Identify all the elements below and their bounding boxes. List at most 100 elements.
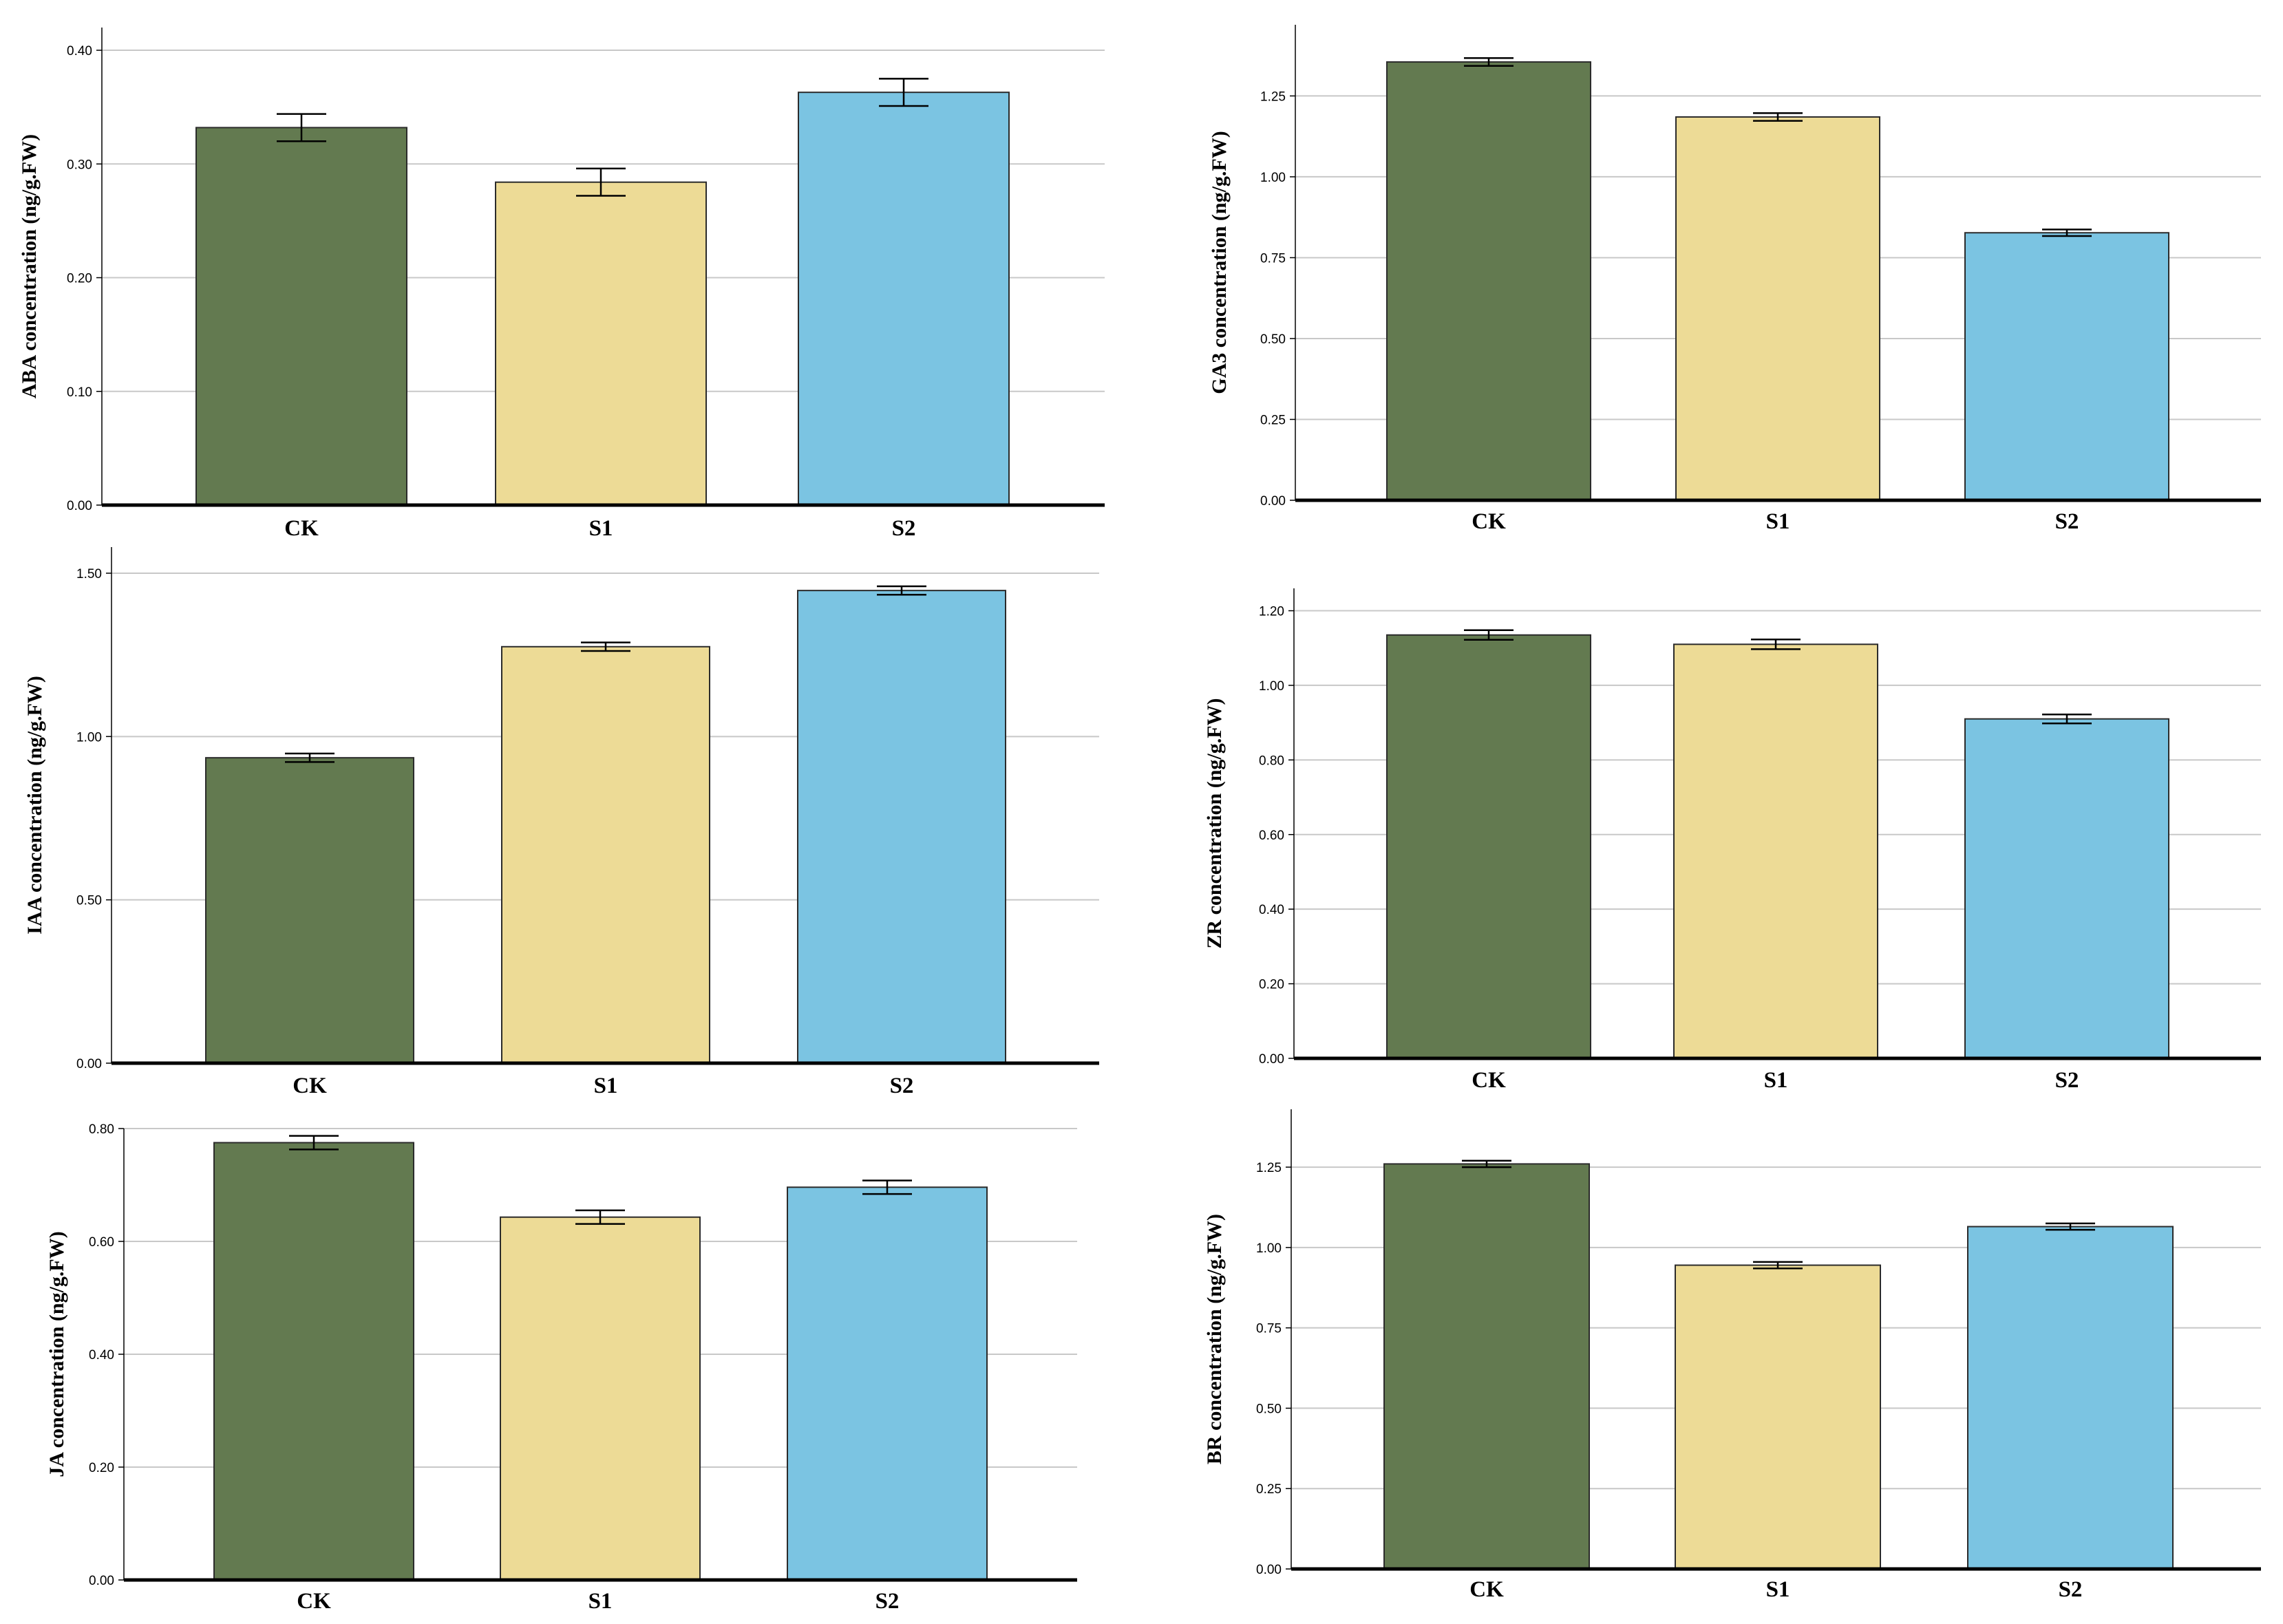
ja-y-tick-label: 0.80 (89, 1122, 114, 1137)
br-errorbar-s1 (1753, 1261, 1803, 1270)
ja-y-axis-title: JA concentration (ng/g.FW) (45, 1231, 68, 1477)
aba-bar-ck (195, 127, 407, 506)
ja-y-tick-label: 0.00 (89, 1574, 114, 1588)
zr-y-tick-label: 1.20 (1259, 605, 1284, 619)
ga3-y-tick-label: 1.25 (1260, 89, 1286, 104)
zr-y-tick-label: 0.20 (1259, 978, 1284, 992)
aba-bar-s2 (798, 92, 1010, 506)
br-errorbar-ck (1462, 1160, 1511, 1168)
br-y-tick-label: 0.00 (1256, 1563, 1282, 1577)
aba-category-label: S2 (892, 516, 916, 541)
br-y-tick-label: 1.25 (1256, 1161, 1282, 1175)
zr-y-tick-label: 0.80 (1259, 754, 1284, 768)
ga3-chart: 0.00 0.25 0.50 0.75 1.00 1.25 CK S1 S2 GA3 concen… (1208, 25, 2261, 534)
iaa-category-label: CK (293, 1073, 327, 1098)
zr-bar-s2 (1964, 718, 2169, 1059)
zr-y-tick-label: 0.00 (1259, 1052, 1284, 1067)
ga3-y-tick-label: 0.00 (1260, 494, 1286, 509)
br-category-label: S1 (1766, 1577, 1790, 1602)
zr-category-label: S2 (2055, 1068, 2079, 1093)
ga3-y-tick-label: 0.25 (1260, 413, 1286, 427)
ga3-errorbar-ck (1464, 57, 1514, 67)
ja-y-tick-label: 0.40 (89, 1348, 114, 1363)
aba-errorbar-s2 (879, 78, 928, 107)
iaa-errorbar-ck (285, 752, 335, 763)
br-y-tick-label: 0.25 (1256, 1482, 1282, 1497)
aba-errorbar-ck (277, 113, 326, 142)
aba-chart: 0.00 0.10 0.20 0.30 0.40 CK S1 S2 ABA concentrat… (18, 28, 1105, 541)
aba-y-axis-title: ABA concentration (ng/g.FW) (18, 134, 41, 398)
ja-category-label: S1 (588, 1589, 613, 1614)
aba-y-tick-label: 0.20 (67, 272, 92, 286)
aba-errorbar-s1 (576, 167, 626, 197)
aba-category-label: CK (284, 516, 319, 541)
ja-chart: 0.00 0.20 0.40 0.60 0.80 CK S1 S2 JA concentrati… (45, 1122, 1077, 1614)
zr-chart: 0.00 0.20 0.40 0.60 0.80 1.00 1.20 CK S1 S2 ZR con… (1203, 588, 2261, 1093)
zr-y-axis-title: ZR concentration (ng/g.FW) (1203, 698, 1226, 948)
ga3-errorbar-s1 (1753, 112, 1803, 122)
ga3-category-label: S1 (1766, 509, 1790, 534)
zr-y-tick-label: 0.60 (1259, 829, 1284, 843)
ga3-bar-s1 (1675, 116, 1880, 502)
ja-errorbar-ck (289, 1135, 339, 1151)
iaa-y-tick-label: 1.00 (76, 730, 102, 745)
iaa-errorbar-s2 (877, 585, 926, 596)
ja-bar-s2 (787, 1186, 988, 1581)
ga3-category-label: S2 (2055, 509, 2079, 534)
ga3-y-axis-title: GA3 concentration (ng/g.FW) (1208, 131, 1231, 394)
zr-errorbar-s2 (2042, 713, 2092, 725)
br-bar-s1 (1675, 1264, 1881, 1570)
zr-bar-s1 (1673, 643, 1878, 1059)
iaa-y-tick-label: 0.50 (76, 894, 102, 908)
zr-category-label: CK (1472, 1068, 1506, 1093)
br-y-tick-label: 1.00 (1256, 1241, 1282, 1256)
iaa-y-tick-label: 1.50 (76, 567, 102, 581)
ja-bar-ck (213, 1142, 414, 1581)
br-category-label: CK (1469, 1577, 1504, 1602)
aba-category-label: S1 (589, 516, 613, 541)
ja-bar-s1 (500, 1216, 701, 1581)
ja-category-label: CK (297, 1589, 331, 1614)
iaa-category-label: S1 (594, 1073, 618, 1098)
ja-errorbar-s2 (862, 1179, 912, 1195)
ga3-bar-s2 (1964, 232, 2169, 501)
aba-y-tick-label: 0.40 (67, 44, 92, 58)
zr-errorbar-ck (1464, 629, 1514, 641)
ga3-y-tick-label: 0.50 (1260, 332, 1286, 347)
ja-category-label: S2 (875, 1589, 900, 1614)
zr-y-tick-label: 0.40 (1259, 903, 1284, 917)
ga3-errorbar-s2 (2042, 228, 2092, 237)
br-bar-ck (1383, 1163, 1590, 1570)
br-y-axis-title: BR concentration (ng/g.FW) (1203, 1214, 1226, 1464)
aba-y-tick-label: 0.10 (67, 385, 92, 400)
br-chart: 0.00 0.25 0.50 0.75 1.00 1.25 CK S1 S2 BR concent… (1203, 1109, 2261, 1602)
zr-category-label: S1 (1764, 1068, 1788, 1093)
iaa-bar-s2 (797, 590, 1006, 1064)
br-errorbar-s2 (2046, 1222, 2095, 1231)
iaa-chart: 0.00 0.50 1.00 1.50 CK S1 S2 IAA concentration … (23, 547, 1099, 1098)
zr-y-tick-label: 1.00 (1259, 679, 1284, 694)
br-y-tick-label: 0.50 (1256, 1402, 1282, 1416)
aba-bar-s1 (495, 181, 707, 506)
zr-errorbar-s1 (1751, 639, 1801, 650)
zr-bar-ck (1386, 634, 1591, 1059)
ga3-bar-ck (1386, 61, 1591, 502)
aba-y-tick-label: 0.00 (67, 499, 92, 513)
iaa-y-axis-title: IAA concentration (ng/g.FW) (23, 676, 46, 934)
br-category-label: S2 (2059, 1577, 2083, 1602)
ja-errorbar-s1 (575, 1209, 625, 1225)
iaa-y-tick-label: 0.00 (76, 1057, 102, 1071)
br-bar-s2 (1967, 1226, 2174, 1570)
ga3-category-label: CK (1472, 509, 1506, 534)
aba-y-tick-label: 0.30 (67, 158, 92, 172)
ja-y-tick-label: 0.60 (89, 1235, 114, 1250)
iaa-errorbar-s1 (581, 641, 630, 652)
ga3-y-tick-label: 1.00 (1260, 171, 1286, 185)
iaa-bar-ck (205, 757, 414, 1064)
iaa-category-label: S2 (890, 1073, 914, 1098)
ja-y-tick-label: 0.20 (89, 1461, 114, 1475)
ga3-y-tick-label: 0.75 (1260, 251, 1286, 266)
iaa-bar-s1 (501, 645, 710, 1064)
br-y-tick-label: 0.75 (1256, 1322, 1282, 1336)
